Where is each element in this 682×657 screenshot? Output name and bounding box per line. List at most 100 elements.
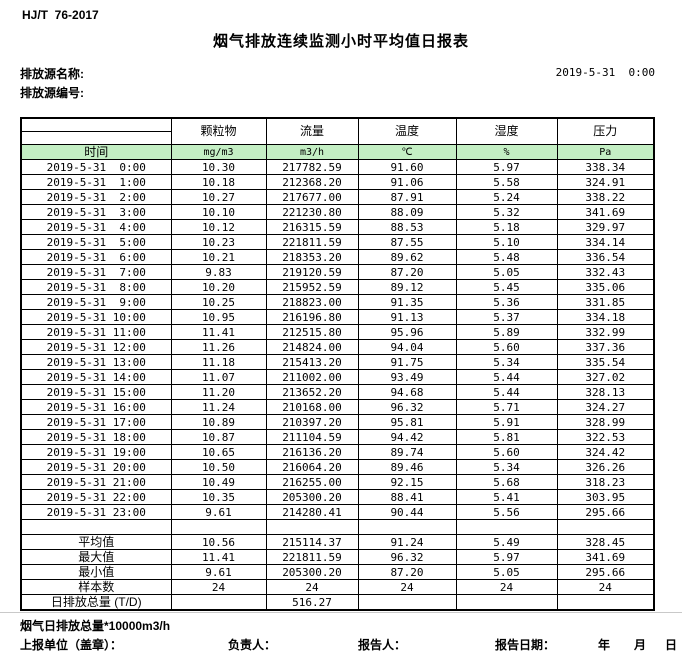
value-cell: 10.25 [170, 294, 267, 310]
value-cell: 217677.00 [265, 189, 359, 205]
table-row: 2019-5-31 18:00 10.87 211104.59 94.42 5.81 32… [20, 429, 655, 445]
time-cell: 2019-5-31 16:00 [20, 399, 172, 415]
value-cell: 215952.59 [265, 279, 359, 295]
pollutant-header-cell: 湿度 [455, 117, 558, 145]
value-cell: 205300.20 [265, 489, 359, 505]
value-cell: 5.60 [455, 444, 558, 460]
report-date-label: 报告日期： [495, 638, 556, 652]
table-row: 2019-5-31 3:00 10.10 221230.80 88.09 5.32 341… [20, 204, 655, 220]
value-cell: 216064.20 [265, 459, 359, 475]
table-row: 2019-5-31 17:00 10.89 210397.20 95.81 5.91 32… [20, 414, 655, 430]
value-cell: 211002.00 [265, 369, 359, 385]
value-cell: 87.91 [357, 189, 457, 205]
value-cell: 5.45 [455, 279, 558, 295]
table-row: 2019-5-31 6:00 10.21 218353.20 89.62 5.48 336… [20, 249, 655, 265]
value-cell: 334.18 [556, 309, 655, 325]
value-cell: 89.12 [357, 279, 457, 295]
time-cell: 2019-5-31 7:00 [20, 264, 172, 280]
summary-value-cell: 328.45 [556, 534, 655, 550]
summary-value-cell: 24 [357, 579, 457, 595]
value-cell: 295.66 [556, 504, 655, 520]
summary-label-cell: 样本数 [20, 579, 172, 595]
value-cell: 10.27 [170, 189, 267, 205]
value-cell: 335.06 [556, 279, 655, 295]
empty-cell [265, 519, 359, 535]
value-cell: 11.07 [170, 369, 267, 385]
time-cell: 2019-5-31 0:00 [20, 159, 172, 175]
value-cell: 89.46 [357, 459, 457, 475]
value-cell: 90.44 [357, 504, 457, 520]
value-cell: 11.18 [170, 354, 267, 370]
value-cell: 322.53 [556, 429, 655, 445]
value-cell: 10.95 [170, 309, 267, 325]
summary-value-cell: 5.97 [455, 549, 558, 565]
day-label: 日 [665, 638, 678, 652]
footer-note: 烟气日排放总量*10000m3/h [20, 619, 171, 633]
value-cell: 5.34 [455, 354, 558, 370]
time-cell: 2019-5-31 13:00 [20, 354, 172, 370]
month-label: 月 [634, 638, 647, 652]
summary-row: 最大值 11.41 221811.59 96.32 5.97 341.69 [20, 549, 655, 565]
value-cell: 5.56 [455, 504, 558, 520]
value-cell: 10.12 [170, 219, 267, 235]
time-cell: 2019-5-31 11:00 [20, 324, 172, 340]
summary-value-cell [170, 594, 267, 611]
value-cell: 10.23 [170, 234, 267, 250]
table-row: 2019-5-31 9:00 10.25 218823.00 91.35 5.36 331… [20, 294, 655, 310]
value-cell: 219120.59 [265, 264, 359, 280]
table-row: 2019-5-31 15:00 11.20 213652.20 94.68 5.44 32… [20, 384, 655, 400]
summary-value-cell: 24 [556, 579, 655, 595]
value-cell: 5.44 [455, 384, 558, 400]
value-cell: 332.99 [556, 324, 655, 340]
report-table: 颗粒物 流量 温度 湿度 压力 时间 mg/m3 m3/h ℃% Pa 2019-5-31 0… [20, 117, 655, 611]
table-row: 2019-5-31 16:00 11.24 210168.00 96.32 5.71 32… [20, 399, 655, 415]
table-row: 2019-5-31 7:00 9.83 219120.59 87.20 5.05 332.… [20, 264, 655, 280]
summary-value-cell [556, 594, 655, 611]
value-cell: 210168.00 [265, 399, 359, 415]
table-row: 2019-5-31 2:00 10.27 217677.00 87.91 5.24 338… [20, 189, 655, 205]
pollutant-header-cell: 温度 [357, 117, 457, 145]
value-cell: 94.42 [357, 429, 457, 445]
empty-cell [170, 519, 267, 535]
header-corner-bottom-cell [20, 131, 172, 145]
value-cell: 328.99 [556, 414, 655, 430]
table-row: 2019-5-31 4:00 10.12 216315.59 88.53 5.18 329… [20, 219, 655, 235]
value-cell: 5.36 [455, 294, 558, 310]
summary-label-cell: 平均值 [20, 534, 172, 550]
data-rows: 2019-5-31 0:00 10.30 217782.59 91.60 5.97 338… [20, 159, 655, 520]
value-cell: 5.91 [455, 414, 558, 430]
value-cell: 5.68 [455, 474, 558, 490]
value-cell: 212515.80 [265, 324, 359, 340]
value-cell: 218823.00 [265, 294, 359, 310]
value-cell: 213652.20 [265, 384, 359, 400]
summary-value-cell: 215114.37 [265, 534, 359, 550]
pollutant-header-cell: 颗粒物 [170, 117, 267, 145]
table-row: 2019-5-31 20:00 10.50 216064.20 89.46 5.34 32… [20, 459, 655, 475]
value-cell: 215413.20 [265, 354, 359, 370]
value-cell: 9.61 [170, 504, 267, 520]
value-cell: 11.20 [170, 384, 267, 400]
empty-cell [357, 519, 457, 535]
source-name-label: 排放源名称: [20, 67, 84, 81]
value-cell: 214280.41 [265, 504, 359, 520]
value-cell: 5.89 [455, 324, 558, 340]
value-cell: 10.30 [170, 159, 267, 175]
time-cell: 2019-5-31 1:00 [20, 174, 172, 190]
reporter-label: 报告人： [358, 638, 407, 652]
table-row: 2019-5-31 1:00 10.18 212368.20 91.06 5.58 324… [20, 174, 655, 190]
value-cell: 10.65 [170, 444, 267, 460]
value-cell: 210397.20 [265, 414, 359, 430]
time-cell: 2019-5-31 19:00 [20, 444, 172, 460]
value-cell: 329.97 [556, 219, 655, 235]
value-cell: 336.54 [556, 249, 655, 265]
value-cell: 5.58 [455, 174, 558, 190]
value-cell: 11.41 [170, 324, 267, 340]
value-cell: 10.10 [170, 204, 267, 220]
value-cell: 87.20 [357, 264, 457, 280]
value-cell: 91.60 [357, 159, 457, 175]
summary-value-cell: 341.69 [556, 549, 655, 565]
summary-value-cell: 10.56 [170, 534, 267, 550]
unit-cell: m3/h [265, 144, 359, 160]
time-cell: 2019-5-31 12:00 [20, 339, 172, 355]
summary-value-cell: 295.66 [556, 564, 655, 580]
